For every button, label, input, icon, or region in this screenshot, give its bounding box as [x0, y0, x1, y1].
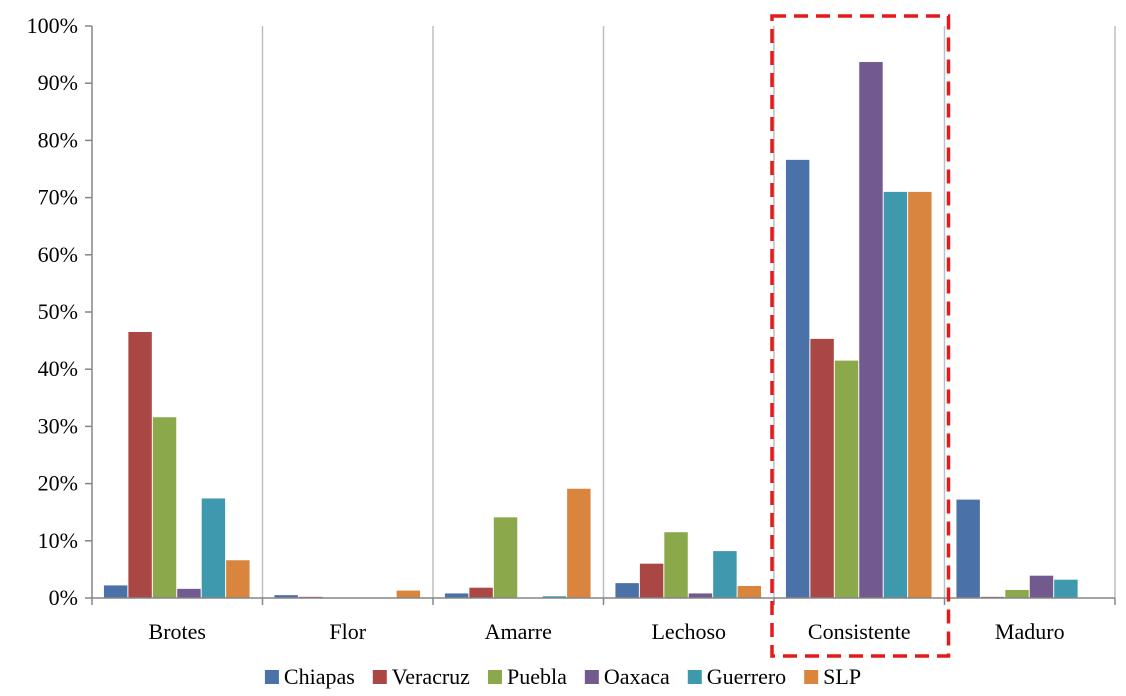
legend-swatch-guerrero — [687, 670, 702, 684]
bar-veracruz-lechoso — [639, 563, 664, 598]
bar-guerrero-lechoso — [713, 551, 737, 598]
highlight-box-consistente — [770, 14, 951, 658]
legend-label-puebla: Puebla — [507, 664, 567, 689]
legend-swatch-slp — [804, 670, 819, 684]
bar-oaxaca-maduro — [1029, 575, 1054, 598]
legend-swatch-chiapas — [264, 670, 279, 684]
x-tick-label-maduro: Maduro — [995, 619, 1065, 644]
legend-swatch-puebla — [487, 670, 502, 684]
bar-veracruz-amarre — [469, 587, 493, 598]
bars — [103, 62, 1078, 598]
bar-guerrero-brotes — [201, 498, 226, 598]
axes — [85, 25, 1116, 605]
bar-veracruz-consistente — [810, 338, 834, 598]
x-tick-label-lechoso: Lechoso — [651, 619, 726, 644]
legend-label-chiapas: Chiapas — [284, 664, 355, 689]
bar-slp-amarre — [567, 488, 591, 598]
legend-label-oaxaca: Oaxaca — [604, 664, 670, 689]
bar-puebla-maduro — [1005, 589, 1029, 598]
y-tick-label: 10% — [38, 528, 78, 553]
legend: Chiapas Veracruz Puebla Oaxaca Guerrero SLP — [264, 664, 861, 689]
legend-label-slp: SLP — [823, 664, 861, 689]
bar-veracruz-brotes — [128, 332, 152, 598]
x-tick-label-amarre: Amarre — [485, 619, 552, 644]
y-tick-label: 0% — [49, 585, 78, 610]
bar-slp-flor — [396, 590, 421, 598]
bar-slp-consistente — [908, 191, 932, 598]
bar-oaxaca-lechoso — [688, 593, 713, 598]
bar-chiapas-flor — [274, 595, 298, 598]
x-tick-label-flor: Flor — [329, 619, 366, 644]
y-tick-labels: 0% 10% 20% 30% 40% 50% 60% 70% 80% 90% 100% — [27, 13, 78, 610]
x-tick-label-consistente: Consistente — [808, 619, 911, 644]
y-tick-label: 50% — [38, 299, 78, 324]
bar-chiapas-lechoso — [615, 583, 639, 598]
bar-chiapas-consistente — [785, 159, 810, 598]
bar-slp-brotes — [226, 560, 250, 598]
bar-puebla-consistente — [834, 360, 859, 598]
bar-chiapas-amarre — [444, 593, 469, 598]
y-tick-label: 90% — [38, 70, 78, 95]
bar-oaxaca-brotes — [177, 588, 201, 598]
gridlines — [261, 26, 1116, 598]
bar-guerrero-amarre — [542, 596, 567, 598]
y-tick-label: 80% — [38, 127, 78, 152]
legend-swatch-oaxaca — [584, 670, 599, 684]
bar-oaxaca-consistente — [859, 62, 883, 598]
bar-puebla-brotes — [152, 417, 177, 598]
bar-chiapas-brotes — [103, 585, 128, 598]
bar-puebla-amarre — [493, 517, 518, 598]
bar-guerrero-maduro — [1054, 579, 1078, 598]
legend-label-veracruz: Veracruz — [392, 664, 470, 689]
y-tick-label: 20% — [38, 471, 78, 496]
legend-swatch-veracruz — [372, 670, 387, 684]
bar-puebla-lechoso — [664, 532, 688, 598]
legend-label-guerrero: Guerrero — [707, 664, 786, 689]
bar-slp-lechoso — [737, 585, 762, 598]
y-tick-label: 70% — [38, 185, 78, 210]
highlight-box — [770, 14, 951, 658]
y-tick-label: 40% — [38, 356, 78, 381]
y-tick-label: 100% — [27, 13, 78, 38]
x-tick-labels: Brotes Flor Amarre Lechoso Consistente Maduro — [149, 619, 1065, 644]
bar-chiapas-maduro — [956, 499, 980, 598]
bar-guerrero-consistente — [883, 191, 908, 598]
y-tick-label: 60% — [38, 242, 78, 267]
x-tick-label-brotes: Brotes — [149, 619, 206, 644]
y-tick-label: 30% — [38, 413, 78, 438]
